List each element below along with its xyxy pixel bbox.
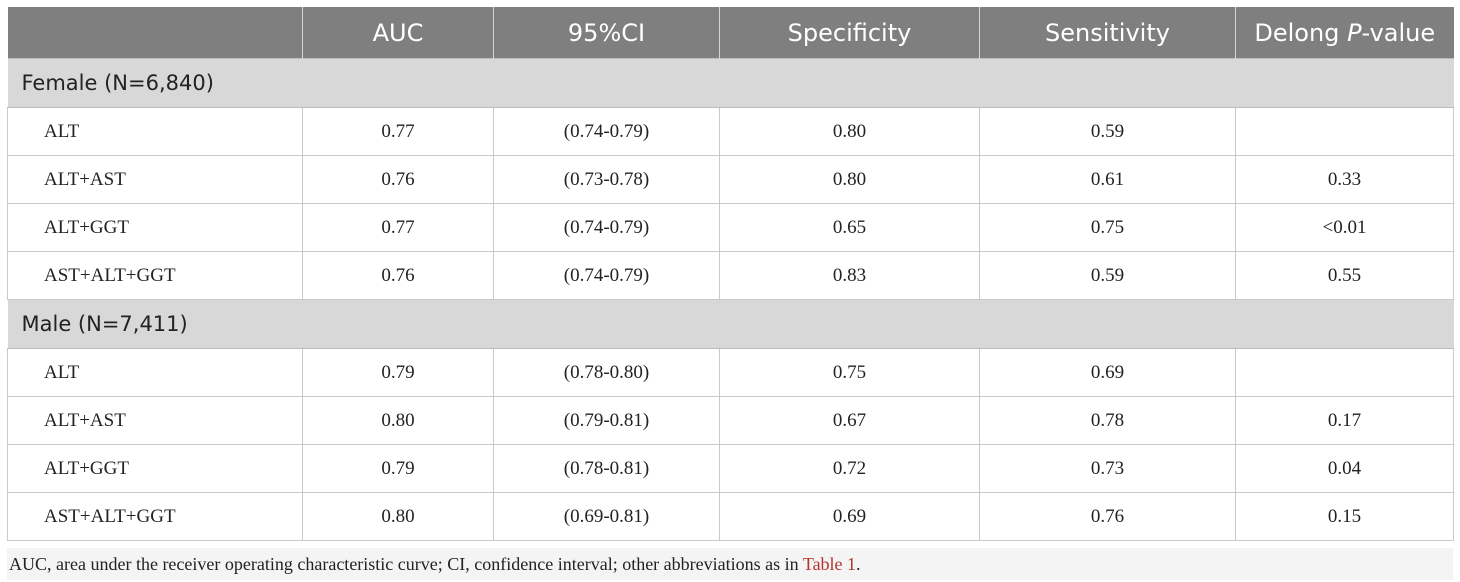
- cell-ci: (0.74-0.79): [493, 203, 720, 252]
- cell-ci: (0.78-0.81): [493, 444, 720, 493]
- header-row: AUC 95%CI Specificity Sensitivity Delong…: [7, 7, 1454, 59]
- cell-label: ALT: [7, 348, 303, 397]
- results-table: AUC 95%CI Specificity Sensitivity Delong…: [7, 7, 1454, 541]
- cell-specificity: 0.69: [719, 492, 980, 541]
- cell-sensitivity: 0.76: [979, 492, 1236, 541]
- group-header-row: Male (N=7,411): [7, 299, 1454, 349]
- cell-label: ALT+GGT: [7, 203, 303, 252]
- cell-auc: 0.76: [302, 155, 494, 204]
- cell-specificity: 0.80: [719, 107, 980, 156]
- cell-specificity: 0.75: [719, 348, 980, 397]
- cell-label: AST+ALT+GGT: [7, 251, 303, 300]
- cell-label: ALT+GGT: [7, 444, 303, 493]
- cell-auc: 0.79: [302, 444, 494, 493]
- footnote-text: AUC, area under the receiver operating c…: [9, 554, 803, 574]
- cell-auc: 0.77: [302, 107, 494, 156]
- cell-ci: (0.74-0.79): [493, 251, 720, 300]
- cell-pvalue: 0.04: [1235, 444, 1454, 493]
- cell-sensitivity: 0.59: [979, 251, 1236, 300]
- cell-pvalue: 0.17: [1235, 396, 1454, 445]
- table-1-link[interactable]: Table 1: [802, 554, 857, 574]
- header-specificity: Specificity: [719, 7, 980, 59]
- cell-sensitivity: 0.59: [979, 107, 1236, 156]
- table-footnote: AUC, area under the receiver operating c…: [7, 548, 1453, 580]
- cell-pvalue: 0.15: [1235, 492, 1454, 541]
- cell-auc: 0.79: [302, 348, 494, 397]
- group-header-row: Female (N=6,840): [7, 58, 1454, 108]
- cell-auc: 0.77: [302, 203, 494, 252]
- table-row: ALT 0.77 (0.74-0.79) 0.80 0.59: [7, 107, 1454, 156]
- cell-ci: (0.78-0.80): [493, 348, 720, 397]
- table-row: ALT 0.79 (0.78-0.80) 0.75 0.69: [7, 348, 1454, 397]
- footnote-end: .: [856, 554, 861, 574]
- cell-specificity: 0.83: [719, 251, 980, 300]
- header-pvalue-prefix: Delong: [1254, 18, 1340, 47]
- header-pvalue-suffix: -value: [1361, 18, 1436, 47]
- group-label: Male (N=7,411): [7, 299, 1454, 349]
- table-row: ALT+AST 0.76 (0.73-0.78) 0.80 0.61 0.33: [7, 155, 1454, 204]
- cell-sensitivity: 0.75: [979, 203, 1236, 252]
- cell-pvalue: 0.33: [1235, 155, 1454, 204]
- cell-pvalue: [1235, 348, 1454, 397]
- header-empty: [7, 7, 303, 59]
- table-row: ALT+GGT 0.79 (0.78-0.81) 0.72 0.73 0.04: [7, 444, 1454, 493]
- cell-pvalue: <0.01: [1235, 203, 1454, 252]
- cell-specificity: 0.67: [719, 396, 980, 445]
- cell-label: ALT: [7, 107, 303, 156]
- cell-specificity: 0.80: [719, 155, 980, 204]
- table-row: AST+ALT+GGT 0.76 (0.74-0.79) 0.83 0.59 0.55: [7, 251, 1454, 300]
- cell-auc: 0.80: [302, 492, 494, 541]
- header-auc: AUC: [302, 7, 494, 59]
- header-ci: 95%CI: [493, 7, 720, 59]
- table-container: AUC 95%CI Specificity Sensitivity Delong…: [7, 7, 1454, 541]
- cell-auc: 0.80: [302, 396, 494, 445]
- header-pvalue-italic: P: [1347, 18, 1362, 47]
- cell-label: ALT+AST: [7, 396, 303, 445]
- group-label: Female (N=6,840): [7, 58, 1454, 108]
- header-sensitivity: Sensitivity: [979, 7, 1236, 59]
- cell-sensitivity: 0.73: [979, 444, 1236, 493]
- cell-ci: (0.74-0.79): [493, 107, 720, 156]
- cell-specificity: 0.65: [719, 203, 980, 252]
- cell-specificity: 0.72: [719, 444, 980, 493]
- table-row: ALT+AST 0.80 (0.79-0.81) 0.67 0.78 0.17: [7, 396, 1454, 445]
- cell-ci: (0.79-0.81): [493, 396, 720, 445]
- cell-pvalue: [1235, 107, 1454, 156]
- cell-sensitivity: 0.61: [979, 155, 1236, 204]
- table-row: ALT+GGT 0.77 (0.74-0.79) 0.65 0.75 <0.01: [7, 203, 1454, 252]
- cell-pvalue: 0.55: [1235, 251, 1454, 300]
- cell-ci: (0.69-0.81): [493, 492, 720, 541]
- cell-label: ALT+AST: [7, 155, 303, 204]
- cell-sensitivity: 0.78: [979, 396, 1236, 445]
- table-row: AST+ALT+GGT 0.80 (0.69-0.81) 0.69 0.76 0.15: [7, 492, 1454, 541]
- cell-label: AST+ALT+GGT: [7, 492, 303, 541]
- header-pvalue: Delong P-value: [1235, 7, 1454, 59]
- cell-auc: 0.76: [302, 251, 494, 300]
- cell-ci: (0.73-0.78): [493, 155, 720, 204]
- cell-sensitivity: 0.69: [979, 348, 1236, 397]
